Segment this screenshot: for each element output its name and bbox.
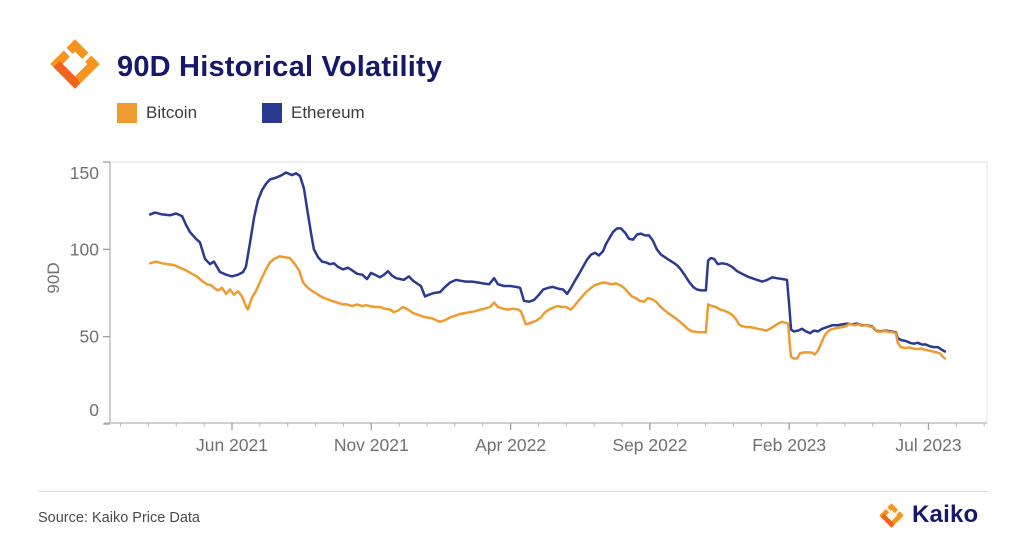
legend-item-bitcoin: Bitcoin xyxy=(117,102,197,124)
axis-tick-labels: 0 50 100 150 Jun 2021 Nov 2021 Apr 2022 Sep 202… xyxy=(70,163,962,455)
kaiko-wordmark: Kaiko xyxy=(912,501,979,528)
kaiko-logo-icon-small xyxy=(879,502,904,528)
x-tick-label: Sep 2022 xyxy=(612,435,687,455)
x-tick-label: Jul 2023 xyxy=(895,435,961,455)
chart-series xyxy=(148,171,947,360)
ethereum-swatch xyxy=(262,103,282,123)
x-tick-label: Jun 2021 xyxy=(196,435,268,455)
y-tick-label: 100 xyxy=(70,239,99,259)
kaiko-logo-icon xyxy=(50,39,100,89)
series-line-ethereum xyxy=(148,171,947,353)
x-tick-label: Nov 2021 xyxy=(334,435,409,455)
bitcoin-swatch xyxy=(117,103,137,123)
y-tick-label: 50 xyxy=(80,327,100,347)
y-tick-label: 150 xyxy=(70,163,99,183)
legend-label-bitcoin: Bitcoin xyxy=(146,103,198,122)
footer-divider xyxy=(38,491,988,492)
x-tick-label: Apr 2022 xyxy=(475,435,546,455)
legend-label-ethereum: Ethereum xyxy=(291,103,365,122)
page-title: 90D Historical Volatility xyxy=(117,51,443,83)
y-tick-label: 0 xyxy=(89,400,99,420)
axis-ticks xyxy=(103,161,985,430)
series-line-bitcoin xyxy=(148,255,947,360)
source-text: Source: Kaiko Price Data xyxy=(38,510,200,526)
kaiko-brand: Kaiko xyxy=(878,501,978,529)
x-tick-label: Feb 2023 xyxy=(752,435,826,455)
legend-item-ethereum: Ethereum xyxy=(262,102,365,124)
